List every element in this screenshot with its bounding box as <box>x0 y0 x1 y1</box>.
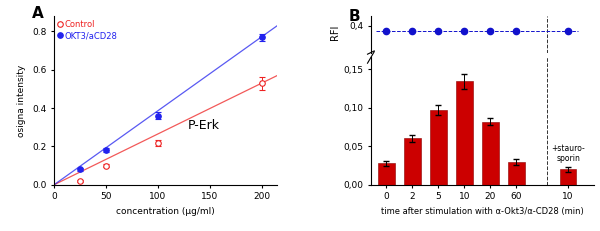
Bar <box>378 163 395 185</box>
Bar <box>404 139 421 185</box>
Bar <box>378 206 395 220</box>
Bar <box>508 162 524 185</box>
Legend: phos ERK, total ERK: phos ERK, total ERK <box>535 58 592 84</box>
Text: A: A <box>32 6 43 21</box>
Bar <box>430 110 447 185</box>
Bar <box>430 173 447 220</box>
Bar <box>482 122 499 185</box>
Y-axis label: RFI: RFI <box>329 24 340 40</box>
Text: P-Erk: P-Erk <box>188 119 220 132</box>
Text: +stauro-
sporin: +stauro- sporin <box>551 144 585 163</box>
Bar <box>560 169 577 185</box>
Legend: Control, OKT3/aCD28: Control, OKT3/aCD28 <box>58 20 118 40</box>
Bar <box>482 180 499 220</box>
Bar <box>560 210 577 220</box>
Bar <box>456 81 473 185</box>
Text: B: B <box>349 9 360 24</box>
Y-axis label: osigna intensity: osigna intensity <box>17 64 26 137</box>
X-axis label: time after stimulation with α-Okt3/α-CD28 (min): time after stimulation with α-Okt3/α-CD2… <box>381 207 584 216</box>
X-axis label: concentration (μg/ml): concentration (μg/ml) <box>116 207 215 216</box>
Bar <box>456 155 473 220</box>
Bar <box>404 191 421 220</box>
Bar <box>508 205 524 220</box>
